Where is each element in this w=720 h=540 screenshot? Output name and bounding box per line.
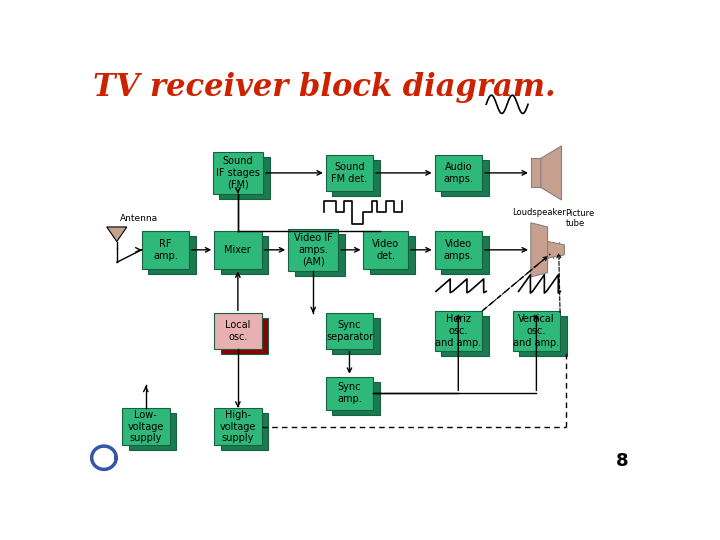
FancyBboxPatch shape xyxy=(148,236,196,274)
Text: Sync
amp.: Sync amp. xyxy=(337,382,362,404)
FancyBboxPatch shape xyxy=(441,236,489,274)
Text: Picture
tube: Picture tube xyxy=(565,209,595,228)
FancyBboxPatch shape xyxy=(364,231,408,268)
FancyBboxPatch shape xyxy=(531,158,541,187)
FancyBboxPatch shape xyxy=(333,160,380,195)
Text: Audio
amps.: Audio amps. xyxy=(444,162,473,184)
Polygon shape xyxy=(531,223,548,277)
FancyBboxPatch shape xyxy=(325,377,373,410)
FancyBboxPatch shape xyxy=(435,311,482,350)
Text: Mixer: Mixer xyxy=(225,245,251,255)
Text: Video
amps.: Video amps. xyxy=(444,239,473,261)
FancyBboxPatch shape xyxy=(333,318,380,354)
Text: 8: 8 xyxy=(616,452,629,470)
FancyBboxPatch shape xyxy=(441,316,489,356)
FancyBboxPatch shape xyxy=(214,231,261,268)
FancyBboxPatch shape xyxy=(221,236,269,274)
FancyBboxPatch shape xyxy=(214,408,261,445)
FancyBboxPatch shape xyxy=(519,316,567,356)
FancyBboxPatch shape xyxy=(122,408,169,445)
Text: Antenna: Antenna xyxy=(120,214,158,223)
FancyBboxPatch shape xyxy=(214,313,261,349)
Polygon shape xyxy=(107,227,127,241)
FancyBboxPatch shape xyxy=(325,313,373,349)
FancyBboxPatch shape xyxy=(435,231,482,268)
FancyBboxPatch shape xyxy=(288,229,338,271)
FancyBboxPatch shape xyxy=(333,382,380,415)
Text: Sound
IF stages
(FM): Sound IF stages (FM) xyxy=(216,156,260,190)
Polygon shape xyxy=(541,146,562,200)
FancyBboxPatch shape xyxy=(441,160,489,195)
FancyBboxPatch shape xyxy=(325,155,373,191)
Text: Vertical
osc.
and amp.: Vertical osc. and amp. xyxy=(513,314,559,348)
Text: Video IF
amps.
(AM): Video IF amps. (AM) xyxy=(294,233,333,266)
Text: Loudspeaker: Loudspeaker xyxy=(512,208,566,217)
Text: Horiz
osc.
and amp.: Horiz osc. and amp. xyxy=(435,314,482,348)
FancyBboxPatch shape xyxy=(370,236,415,274)
Text: High-
voltage
supply: High- voltage supply xyxy=(220,410,256,443)
Text: RF
amp.: RF amp. xyxy=(153,239,178,261)
Text: Video
det.: Video det. xyxy=(372,239,400,261)
FancyBboxPatch shape xyxy=(129,413,176,450)
FancyBboxPatch shape xyxy=(221,318,269,354)
FancyBboxPatch shape xyxy=(220,157,270,199)
Text: Low-
voltage
supply: Low- voltage supply xyxy=(127,410,164,443)
FancyBboxPatch shape xyxy=(294,234,345,275)
Text: Local
osc.: Local osc. xyxy=(225,320,251,342)
FancyBboxPatch shape xyxy=(435,155,482,191)
Text: TV receiver block diagram.: TV receiver block diagram. xyxy=(93,72,556,103)
Text: Sound
FM det.: Sound FM det. xyxy=(331,162,368,184)
Polygon shape xyxy=(548,241,564,258)
Text: Sync
separator: Sync separator xyxy=(326,320,373,342)
FancyBboxPatch shape xyxy=(213,152,263,194)
FancyBboxPatch shape xyxy=(142,231,189,268)
FancyBboxPatch shape xyxy=(221,413,269,450)
FancyBboxPatch shape xyxy=(513,311,560,350)
